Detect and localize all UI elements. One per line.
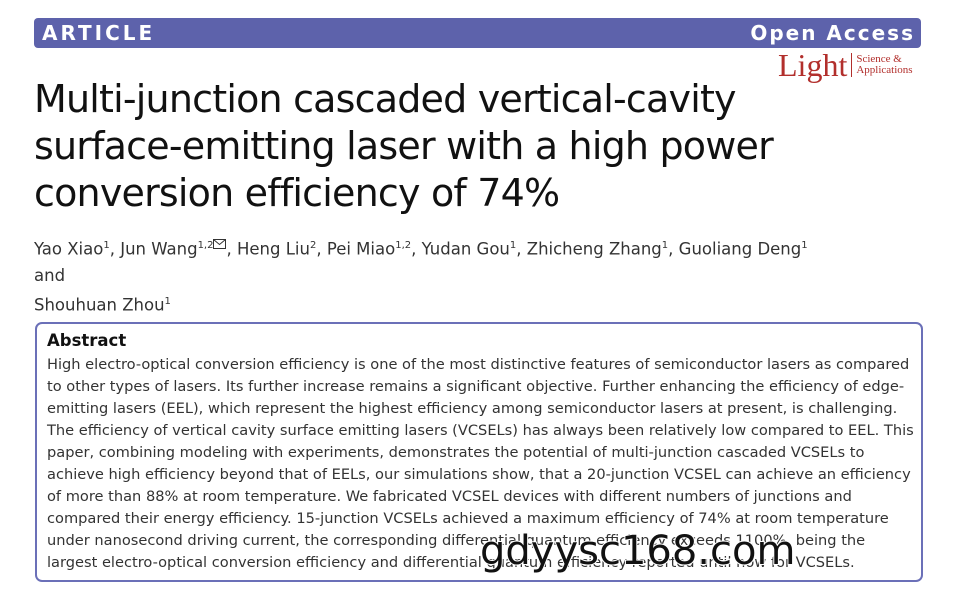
abstract-line: paper, combining modeling with experimen… (47, 444, 865, 461)
journal-logo: Light Science & Applications (778, 47, 913, 83)
separator: , (109, 239, 115, 259)
author-name: Yudan Gou (421, 239, 510, 259)
author-name: Heng Liu (236, 239, 310, 259)
abstract-line: emitting lasers (EEL), which represent t… (47, 400, 898, 417)
header-bar: ARTICLE Open Access (34, 18, 921, 48)
abstract-line: largest electro-optical conversion effic… (47, 554, 855, 571)
envelope (213, 238, 227, 249)
abstract-line: The efficiency of vertical cavity surfac… (47, 422, 914, 439)
mail-icon (213, 238, 227, 259)
abstract-box (35, 322, 923, 582)
author-name: Pei Miao (326, 239, 396, 259)
abstract-line: achieve high efficiency beyond that of E… (47, 466, 911, 483)
abstract-line: under nanosecond driving current, the co… (47, 532, 866, 549)
abstract-text: High electro-optical conversion efficien… (47, 354, 914, 574)
separator: , (411, 239, 417, 259)
article-label: ARTICLE (42, 21, 156, 45)
journal-name: Light (778, 47, 848, 83)
abstract-line: to other types of lasers. Its further in… (47, 378, 905, 395)
abstract-line: compared their energy efficiency. 15-jun… (47, 510, 889, 527)
affiliation: 1 (509, 240, 517, 251)
watermark: gdyysc168.com (479, 527, 796, 575)
author-name: Jun Wang (120, 239, 198, 259)
affiliation: 1 (103, 240, 110, 251)
separator: , (316, 239, 322, 259)
abstract-heading: Abstract (47, 331, 127, 350)
author-name: Zhicheng Zhang (526, 239, 662, 259)
author-name: Shouhuan Zhou (34, 295, 165, 314)
journal-subtitle: Science & Applications (856, 54, 912, 76)
affiliation: 1,2 (395, 240, 412, 251)
affiliation: 2 (309, 240, 317, 251)
separator: , (226, 239, 232, 259)
author-name: Yao Xiao (34, 239, 104, 259)
article-title: Multi-junction cascaded vertical-cavity … (34, 77, 774, 215)
affiliation: 1 (801, 240, 808, 251)
open-access: Open Access (750, 21, 915, 45)
abstract-line: High electro-optical conversion efficien… (47, 356, 910, 373)
authors: Yao Xiao1, Jun Wang1,2, Heng Liu2, Pei M… (34, 233, 834, 318)
affiliation: 1 (661, 240, 669, 251)
conjunction: and (34, 265, 66, 285)
subtitle-line: Applications (856, 64, 913, 76)
logo-divider (851, 53, 853, 77)
abstract-line: of more than 88% at room temperature. We… (47, 488, 852, 505)
separator: , (668, 239, 674, 259)
separator: , (516, 239, 522, 259)
subtitle-line: Science & (856, 53, 902, 65)
author-name: Guoliang Deng (678, 239, 802, 259)
affiliation: 1 (164, 295, 171, 307)
affiliation: 1,2 (197, 240, 214, 251)
